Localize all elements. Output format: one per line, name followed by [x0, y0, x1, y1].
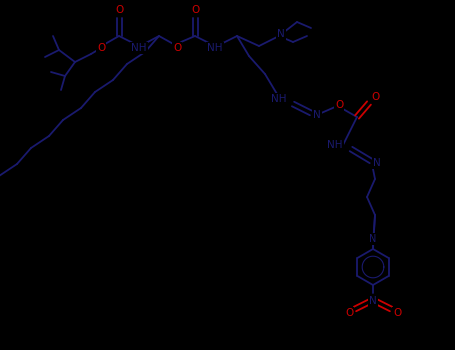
Text: N: N [313, 110, 321, 120]
Text: N: N [369, 234, 377, 244]
Text: N: N [369, 296, 377, 306]
Text: NH: NH [271, 94, 287, 104]
Text: N: N [277, 29, 285, 39]
Text: O: O [335, 100, 343, 110]
Text: NH: NH [327, 140, 343, 150]
Text: O: O [345, 308, 353, 318]
Text: NH: NH [131, 43, 147, 53]
Text: N: N [373, 158, 381, 168]
Text: O: O [393, 308, 401, 318]
Text: NH: NH [207, 43, 223, 53]
Text: O: O [97, 43, 105, 53]
Text: O: O [191, 5, 199, 15]
Text: O: O [173, 43, 181, 53]
Text: O: O [115, 5, 123, 15]
Text: O: O [371, 92, 379, 102]
